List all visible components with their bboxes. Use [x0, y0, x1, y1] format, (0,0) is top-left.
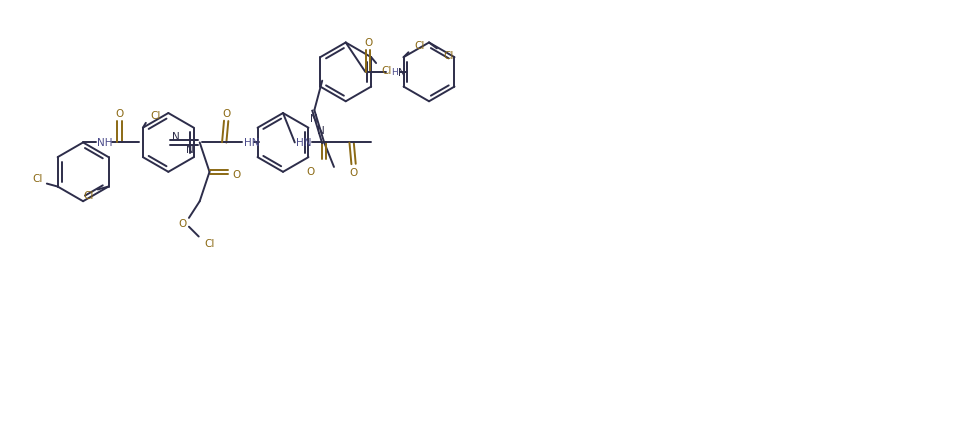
Text: N: N: [173, 131, 180, 141]
Text: O: O: [222, 109, 230, 119]
Text: HN: HN: [244, 138, 259, 148]
Text: O: O: [115, 109, 124, 119]
Text: Cl: Cl: [414, 41, 425, 51]
Text: O: O: [306, 167, 315, 176]
Text: N: N: [317, 125, 325, 135]
Text: N: N: [398, 68, 406, 78]
Text: Cl: Cl: [83, 191, 94, 201]
Text: Cl: Cl: [151, 111, 161, 121]
Text: Cl: Cl: [443, 51, 454, 61]
Text: O: O: [233, 170, 241, 179]
Text: H: H: [391, 68, 398, 77]
Text: O: O: [178, 218, 186, 228]
Text: Cl: Cl: [204, 239, 215, 249]
Text: O: O: [364, 38, 372, 49]
Text: O: O: [349, 167, 358, 177]
Text: N: N: [310, 114, 317, 124]
Text: Cl: Cl: [33, 173, 43, 183]
Text: Cl: Cl: [382, 66, 392, 76]
Text: N: N: [186, 145, 194, 155]
Text: HN: HN: [295, 138, 312, 148]
Text: NH: NH: [97, 138, 112, 148]
